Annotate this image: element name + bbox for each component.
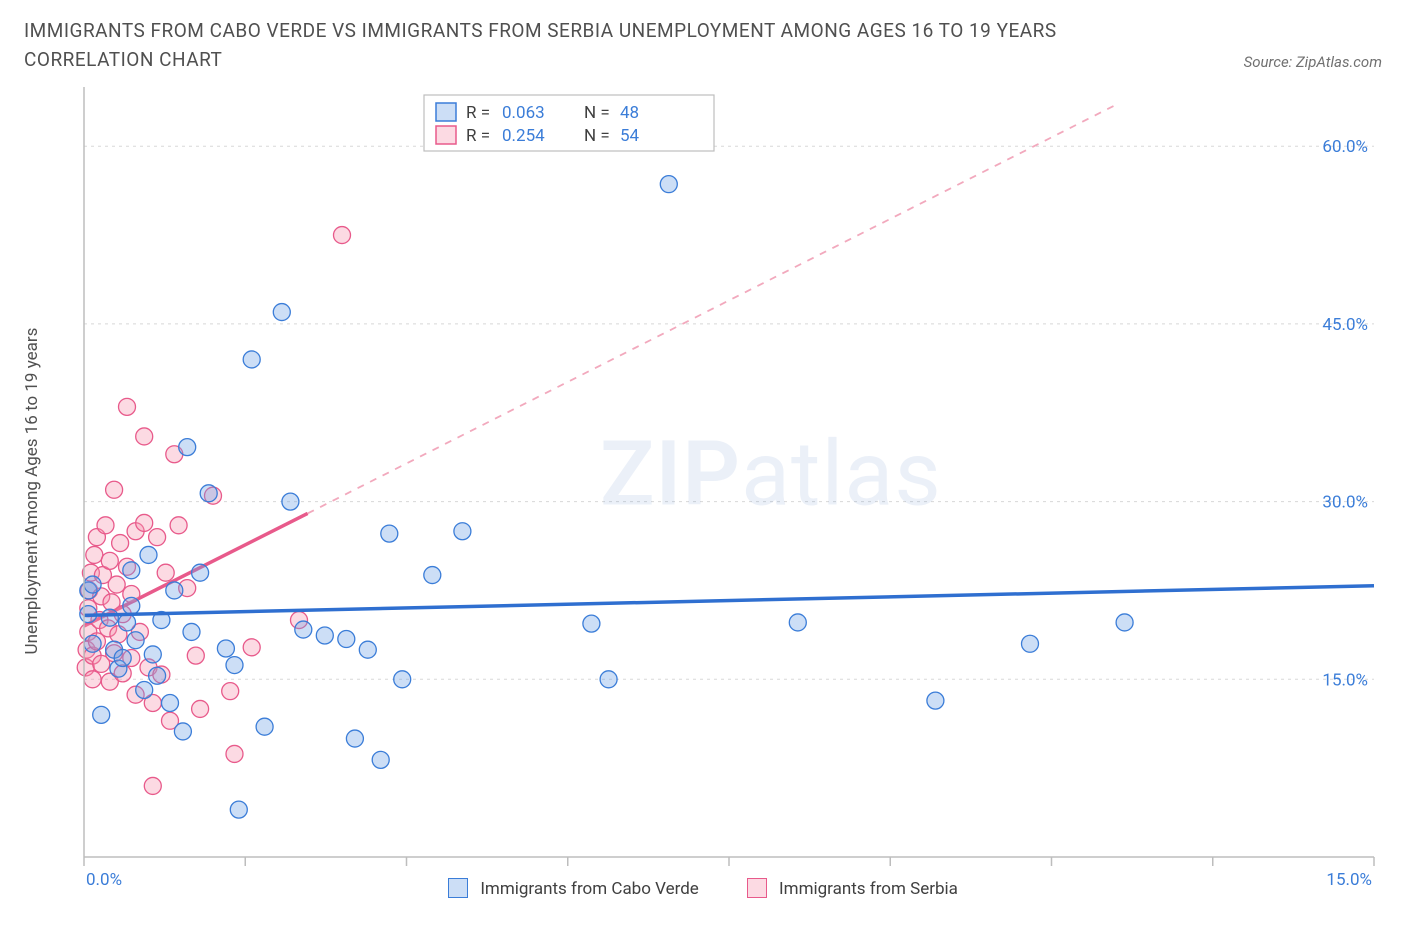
swatch-pink bbox=[747, 878, 767, 898]
svg-text:N =: N = bbox=[584, 103, 610, 123]
legend-label-cabo-verde: Immigrants from Cabo Verde bbox=[480, 879, 699, 899]
chart-title: IMMIGRANTS FROM CABO VERDE VS IMMIGRANTS… bbox=[24, 16, 1174, 75]
y-axis-label: Unemployment Among Ages 16 to 19 years bbox=[22, 327, 42, 654]
source-credit: Source: ZipAtlas.com bbox=[1244, 53, 1382, 75]
svg-text:45.0%: 45.0% bbox=[1322, 315, 1368, 335]
svg-text:48: 48 bbox=[620, 103, 639, 123]
svg-text:30.0%: 30.0% bbox=[1322, 492, 1368, 512]
legend-item-cabo-verde: Immigrants from Cabo Verde bbox=[448, 878, 699, 899]
legend-label-serbia: Immigrants from Serbia bbox=[779, 879, 958, 899]
svg-text:60.0%: 60.0% bbox=[1322, 137, 1368, 157]
svg-text:R =: R = bbox=[466, 126, 490, 146]
svg-text:R =: R = bbox=[466, 103, 490, 123]
svg-text:54: 54 bbox=[620, 126, 640, 146]
svg-text:N =: N = bbox=[584, 126, 610, 146]
svg-text:15.0%: 15.0% bbox=[1322, 670, 1368, 690]
svg-text:0.254: 0.254 bbox=[502, 126, 545, 146]
legend-item-serbia: Immigrants from Serbia bbox=[747, 878, 958, 899]
swatch-blue bbox=[448, 878, 468, 898]
svg-text:0.063: 0.063 bbox=[502, 103, 545, 123]
correlation-chart: Unemployment Among Ages 16 to 19 years Z… bbox=[24, 81, 1382, 901]
bottom-legend: Immigrants from Cabo Verde Immigrants fr… bbox=[24, 878, 1382, 899]
scatter-plot-svg: 15.0%30.0%45.0%60.0%0.0%15.0%R =0.063N =… bbox=[24, 81, 1382, 893]
